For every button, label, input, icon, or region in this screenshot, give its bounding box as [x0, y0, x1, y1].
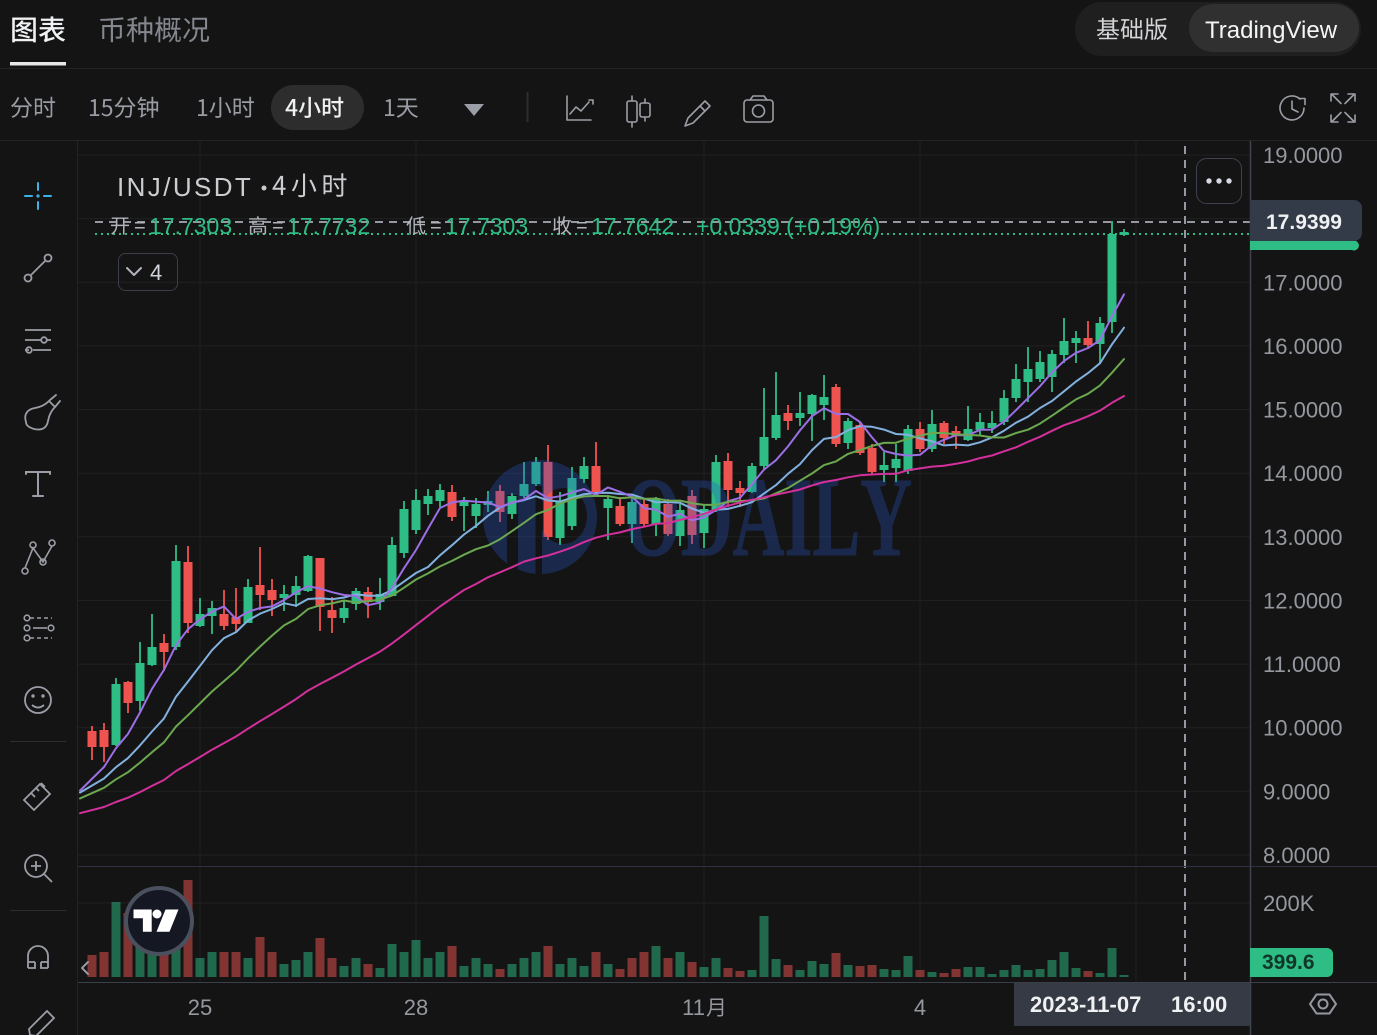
svg-text:10.0000: 10.0000	[1263, 716, 1343, 741]
svg-text:=: =	[576, 215, 588, 237]
svg-text:11: 11	[682, 995, 705, 1020]
svg-text:200K: 200K	[1263, 891, 1315, 916]
svg-text:8.0000: 8.0000	[1263, 843, 1330, 868]
svg-text:13.0000: 13.0000	[1263, 525, 1343, 550]
svg-text:=: =	[272, 215, 284, 237]
svg-text:4: 4	[914, 995, 926, 1020]
svg-text:11.0000: 11.0000	[1263, 652, 1341, 677]
svg-text:INJ/USDT: INJ/USDT	[117, 172, 253, 202]
svg-text:2023-11-07: 2023-11-07	[1030, 992, 1141, 1017]
svg-text:9.0000: 9.0000	[1263, 779, 1330, 804]
svg-text:14.0000: 14.0000	[1263, 461, 1343, 486]
svg-text:17.0000: 17.0000	[1263, 270, 1343, 295]
svg-text:TradingView: TradingView	[1205, 17, 1338, 44]
svg-text:17.7732: 17.7732	[287, 213, 370, 239]
svg-text:4: 4	[150, 260, 162, 285]
svg-text:16.0000: 16.0000	[1263, 334, 1343, 359]
svg-text:399.6: 399.6	[1262, 951, 1315, 974]
svg-text:28: 28	[404, 995, 428, 1020]
svg-text:12.0000: 12.0000	[1263, 589, 1343, 614]
svg-text:=: =	[134, 215, 146, 237]
svg-text:19.0000: 19.0000	[1263, 143, 1343, 168]
svg-text:17.7303: 17.7303	[445, 213, 528, 239]
svg-text:16:00: 16:00	[1171, 992, 1227, 1017]
svg-text:+0.0339 (+0.19%): +0.0339 (+0.19%)	[696, 213, 880, 239]
svg-text:17.7303: 17.7303	[149, 213, 232, 239]
svg-text:15.0000: 15.0000	[1263, 398, 1343, 423]
svg-text:17.7642: 17.7642	[591, 213, 674, 239]
svg-text:=: =	[430, 215, 442, 237]
svg-text:17.9399: 17.9399	[1266, 211, 1342, 234]
svg-text:25: 25	[188, 995, 212, 1020]
